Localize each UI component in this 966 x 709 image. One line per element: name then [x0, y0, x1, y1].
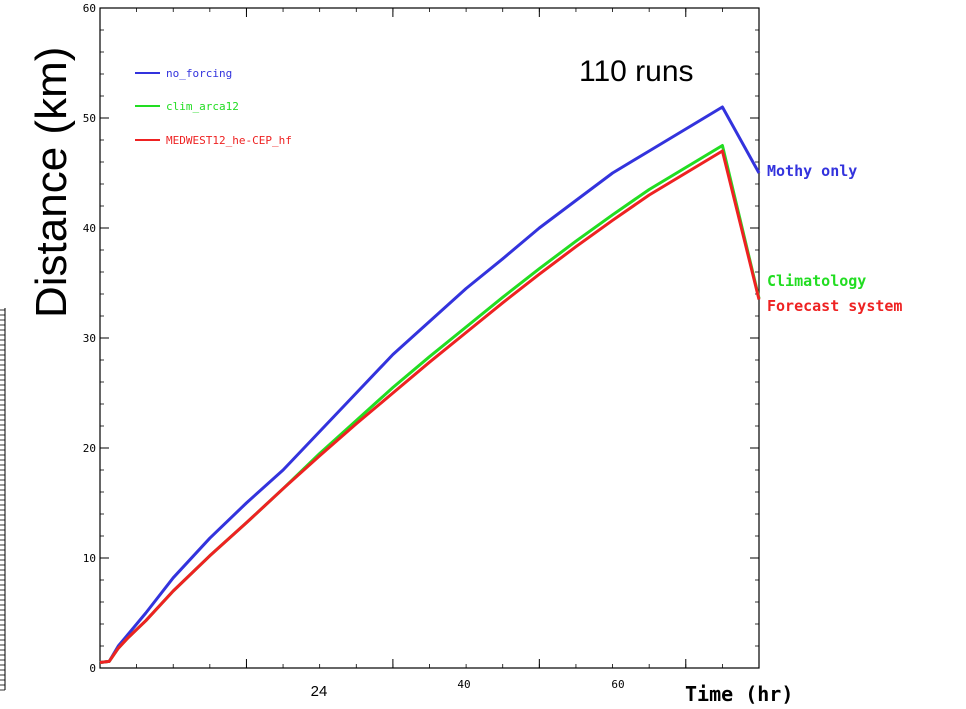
legend-label: no_forcing	[166, 67, 232, 80]
y-axis-label: Distance (km)	[27, 47, 76, 318]
y-tick-label: 10	[83, 552, 96, 565]
y-tick-label: 20	[83, 442, 96, 455]
left-edge-ruler	[0, 308, 6, 691]
x-tick-label: 60	[611, 678, 624, 691]
legend-label: MEDWEST12_he-CEP_hf	[166, 134, 292, 147]
y-tick-label: 40	[83, 222, 96, 235]
series-end-label: Climatology	[767, 272, 866, 290]
end-labels: Mothy only Climatology Forecast system	[767, 162, 902, 315]
series-end-label: Forecast system	[767, 297, 902, 315]
x-tick-label: 40	[457, 678, 470, 691]
y-tick-label: 60	[83, 2, 96, 15]
y-tick-label: 30	[83, 332, 96, 345]
y-tick-label: 0	[89, 662, 96, 675]
runs-annotation: 110 runs	[579, 55, 694, 88]
series-line-1	[99, 105, 761, 664]
legend-label: clim_arca12	[166, 100, 239, 113]
series-line-2	[99, 144, 761, 664]
legend: no_forcing clim_arca12 MEDWEST12_he-CEP_hf	[135, 67, 292, 147]
series-layer	[99, 105, 761, 664]
x-tick-label: 24	[311, 683, 328, 700]
ticks-layer: 0 10 20 30 40 50 60 24 40 60	[83, 2, 760, 700]
x-axis-label: Time (hr)	[685, 682, 793, 706]
series-line-3	[99, 149, 761, 664]
y-tick-label: 50	[83, 112, 96, 125]
series-end-label: Mothy only	[767, 162, 857, 180]
